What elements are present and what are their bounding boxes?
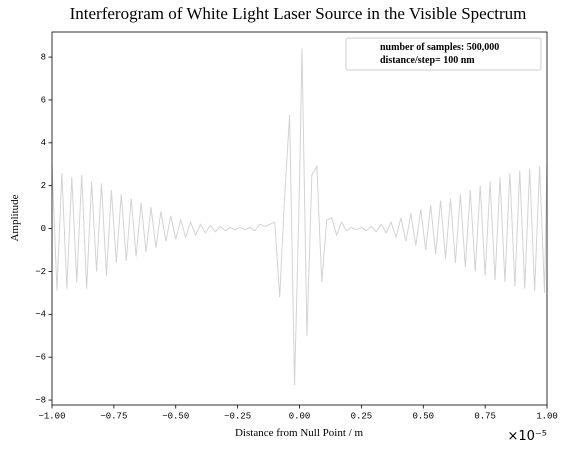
y-tick-label: 4 — [41, 138, 46, 148]
y-tick-label: −6 — [35, 353, 46, 363]
x-tick-label: 0.50 — [412, 411, 434, 421]
x-tick-label: 0.75 — [474, 411, 496, 421]
y-tick-label: −2 — [35, 267, 46, 277]
x-offset-label: ×10⁻⁵ — [507, 429, 547, 444]
y-tick-label: 6 — [41, 95, 46, 105]
y-axis-label: Amplitude — [9, 194, 21, 241]
y-tick-label: −8 — [35, 395, 46, 405]
y-tick-label: 8 — [41, 52, 46, 62]
y-tick-label: −4 — [35, 310, 46, 320]
y-tick-label: 0 — [41, 224, 46, 234]
x-tick-label: 0.00 — [289, 411, 311, 421]
legend-text: distance/step= 100 nm — [380, 55, 475, 66]
plot-frame — [51, 31, 548, 406]
legend-text: number of samples: 500,000 — [380, 42, 499, 53]
x-tick-label: −0.25 — [224, 411, 251, 421]
x-tick-label: 0.25 — [351, 411, 373, 421]
x-tick-label: −1.00 — [38, 411, 65, 421]
x-axis-label: Distance from Null Point / m — [235, 427, 363, 439]
x-tick-label: 1.00 — [536, 411, 558, 421]
x-tick-label: −0.75 — [100, 411, 127, 421]
chart-title: Interferogram of White Light Laser Sourc… — [70, 4, 527, 23]
y-tick-label: 2 — [41, 181, 46, 191]
legend-box — [345, 37, 542, 71]
data-line — [52, 48, 547, 386]
x-tick-label: −0.50 — [162, 411, 189, 421]
